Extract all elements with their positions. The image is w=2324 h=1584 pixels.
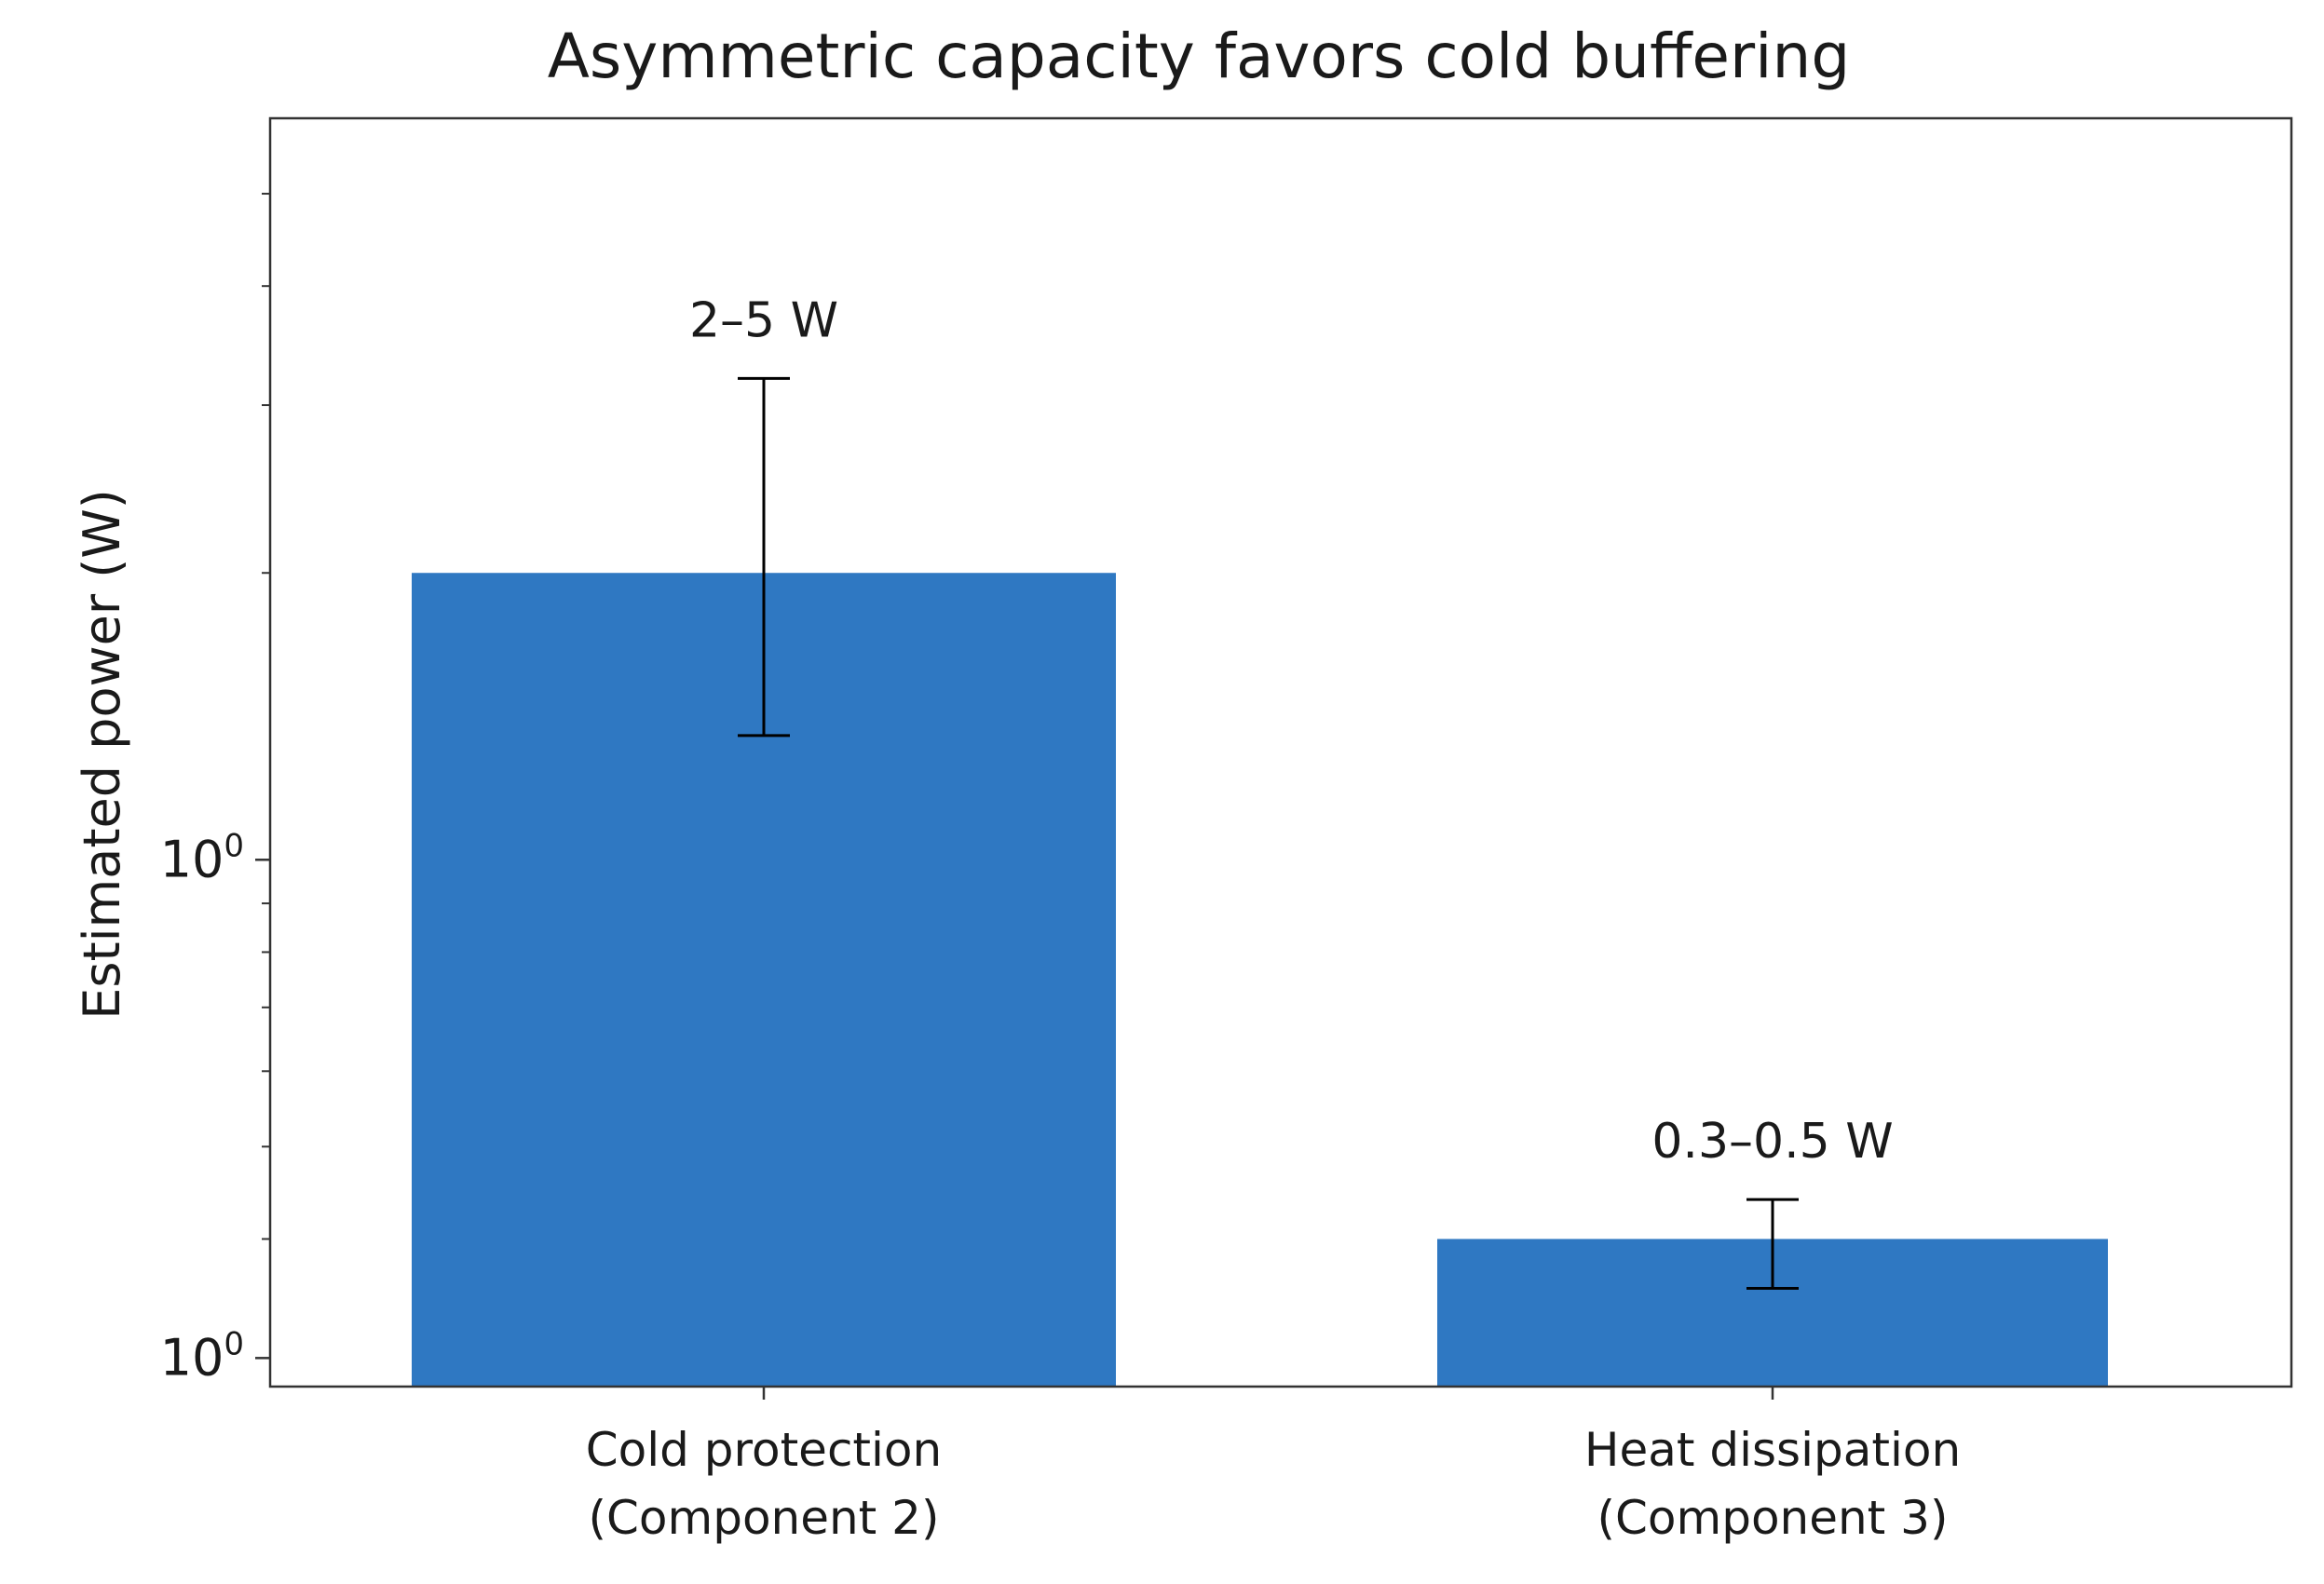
data-label-1: 2–5 W <box>689 292 838 348</box>
y-tick-label-1: 100 <box>160 827 244 888</box>
y-axis-label: Estimated power (W) <box>73 489 131 1020</box>
y-tick-label-base: 10 <box>160 1328 224 1387</box>
x-tick-label-1-line2: (Component 2) <box>588 1491 939 1545</box>
y-tick-label-base: 10 <box>160 830 224 888</box>
y-tick-label-exponent: 0 <box>224 827 244 864</box>
x-axis: Cold protection (Component 2) Heat dissipa… <box>586 1387 1961 1545</box>
chart-title: Asymmetric capacity favors cold bufferin… <box>548 20 1851 92</box>
data-labels-layer: 2–5 W 0.3–0.5 W <box>689 292 1894 1170</box>
bars-layer <box>412 573 2108 1387</box>
y-tick-label-2: 100 <box>160 1325 244 1387</box>
plot-frame <box>268 116 2293 1388</box>
data-label-2: 0.3–0.5 W <box>1651 1114 1893 1170</box>
x-tick-label-2-line2: (Component 3) <box>1597 1491 1948 1545</box>
error-bars-layer <box>738 376 1799 1291</box>
y-tick-label-exponent: 0 <box>224 1325 244 1362</box>
x-tick-label-1-line1: Cold protection <box>586 1423 942 1477</box>
x-tick-label-2-line1: Heat dissipation <box>1584 1423 1961 1477</box>
